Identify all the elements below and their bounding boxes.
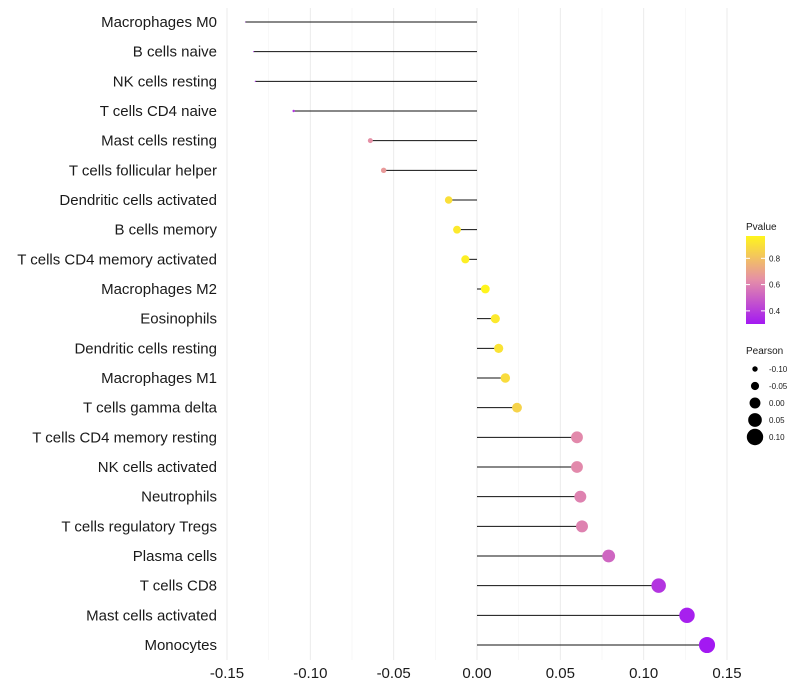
category-label: B cells naive	[133, 44, 217, 61]
category-label: Dendritic cells activated	[59, 192, 217, 209]
stems	[245, 21, 707, 646]
x-tick-label: -0.05	[377, 665, 411, 682]
x-tick-label: 0.10	[629, 665, 658, 682]
category-label: Eosinophils	[140, 311, 217, 328]
category-label: T cells CD4 naive	[100, 103, 217, 120]
category-label: Mast cells activated	[86, 607, 217, 624]
pvalue-colorbar	[746, 236, 765, 324]
pearson-legend-label: -0.05	[769, 382, 788, 391]
pearson-legend-dot	[749, 397, 761, 409]
data-point	[490, 314, 500, 324]
data-point	[380, 167, 387, 174]
x-tick-label: 0.05	[546, 665, 575, 682]
x-tick-label: 0.15	[712, 665, 741, 682]
pearson-legend-items: -0.10 -0.05 0.00 0.05 0.10	[746, 365, 788, 446]
data-point	[244, 21, 246, 23]
pvalue-legend-title: Pvalue	[746, 222, 777, 233]
grid-lines	[226, 8, 728, 660]
category-label: NK cells resting	[113, 73, 217, 90]
x-tick-label: -0.10	[293, 665, 327, 682]
pearson-legend-dot	[746, 428, 764, 446]
data-point	[576, 520, 588, 533]
data-point	[512, 402, 522, 413]
data-points	[244, 21, 716, 654]
data-point	[494, 343, 504, 353]
data-point	[571, 461, 583, 473]
data-point	[292, 109, 295, 113]
data-point	[571, 431, 583, 444]
category-labels: Macrophages M0 B cells naive NK cells rest…	[17, 14, 217, 654]
category-label: Macrophages M0	[101, 14, 217, 31]
data-point	[453, 225, 461, 234]
data-point	[679, 607, 695, 624]
pvalue-legend-ticks: 0.4 0.6 0.8	[746, 254, 781, 316]
pearson-legend-label: 0.00	[769, 399, 785, 408]
category-label: Dendritic cells resting	[74, 340, 217, 357]
data-point	[367, 138, 373, 144]
data-point	[461, 255, 470, 264]
category-label: Macrophages M2	[101, 281, 217, 298]
category-label: T cells CD4 memory activated	[17, 251, 217, 268]
category-label: B cells memory	[114, 222, 217, 239]
data-point	[444, 196, 453, 204]
x-tick-labels: -0.15 -0.10 -0.05 0.00 0.05 0.10 0.15	[210, 665, 742, 682]
data-point	[253, 51, 255, 53]
category-label: T cells follicular helper	[69, 162, 217, 179]
data-point	[574, 490, 587, 503]
pvalue-tick-label: 0.8	[769, 254, 781, 263]
x-tick-label: -0.15	[210, 665, 244, 682]
pearson-legend-label: -0.10	[769, 365, 788, 374]
pearson-legend-label: 0.05	[769, 416, 785, 425]
data-point	[602, 549, 616, 563]
pearson-legend-dot	[752, 366, 758, 372]
pearson-legend-label: 0.10	[769, 433, 785, 442]
category-label: Monocytes	[144, 637, 217, 654]
data-point	[698, 636, 716, 654]
pvalue-legend: Pvalue 0.4 0.6 0.8	[746, 222, 781, 324]
data-point	[500, 373, 511, 383]
pearson-legend: Pearson -0.10 -0.05 0.00 0.05 0.10	[746, 346, 788, 446]
category-label: T cells CD8	[140, 578, 217, 595]
x-tick-label: 0.00	[462, 665, 491, 682]
data-point	[651, 578, 666, 593]
category-label: Neutrophils	[141, 489, 217, 506]
category-label: T cells gamma delta	[83, 400, 218, 417]
category-label: T cells CD4 memory resting	[32, 429, 217, 446]
category-label: NK cells activated	[98, 459, 217, 476]
category-label: Mast cells resting	[101, 133, 217, 150]
data-point	[254, 80, 256, 82]
category-label: Plasma cells	[133, 548, 217, 565]
pearson-legend-title: Pearson	[746, 346, 783, 357]
pvalue-tick-label: 0.6	[769, 281, 781, 290]
pearson-legend-dot	[748, 413, 762, 427]
pvalue-tick-label: 0.4	[769, 307, 781, 316]
pearson-legend-dot	[750, 381, 760, 391]
data-point	[480, 284, 490, 294]
category-label: Macrophages M1	[101, 370, 217, 387]
category-label: T cells regulatory Tregs	[61, 518, 217, 535]
